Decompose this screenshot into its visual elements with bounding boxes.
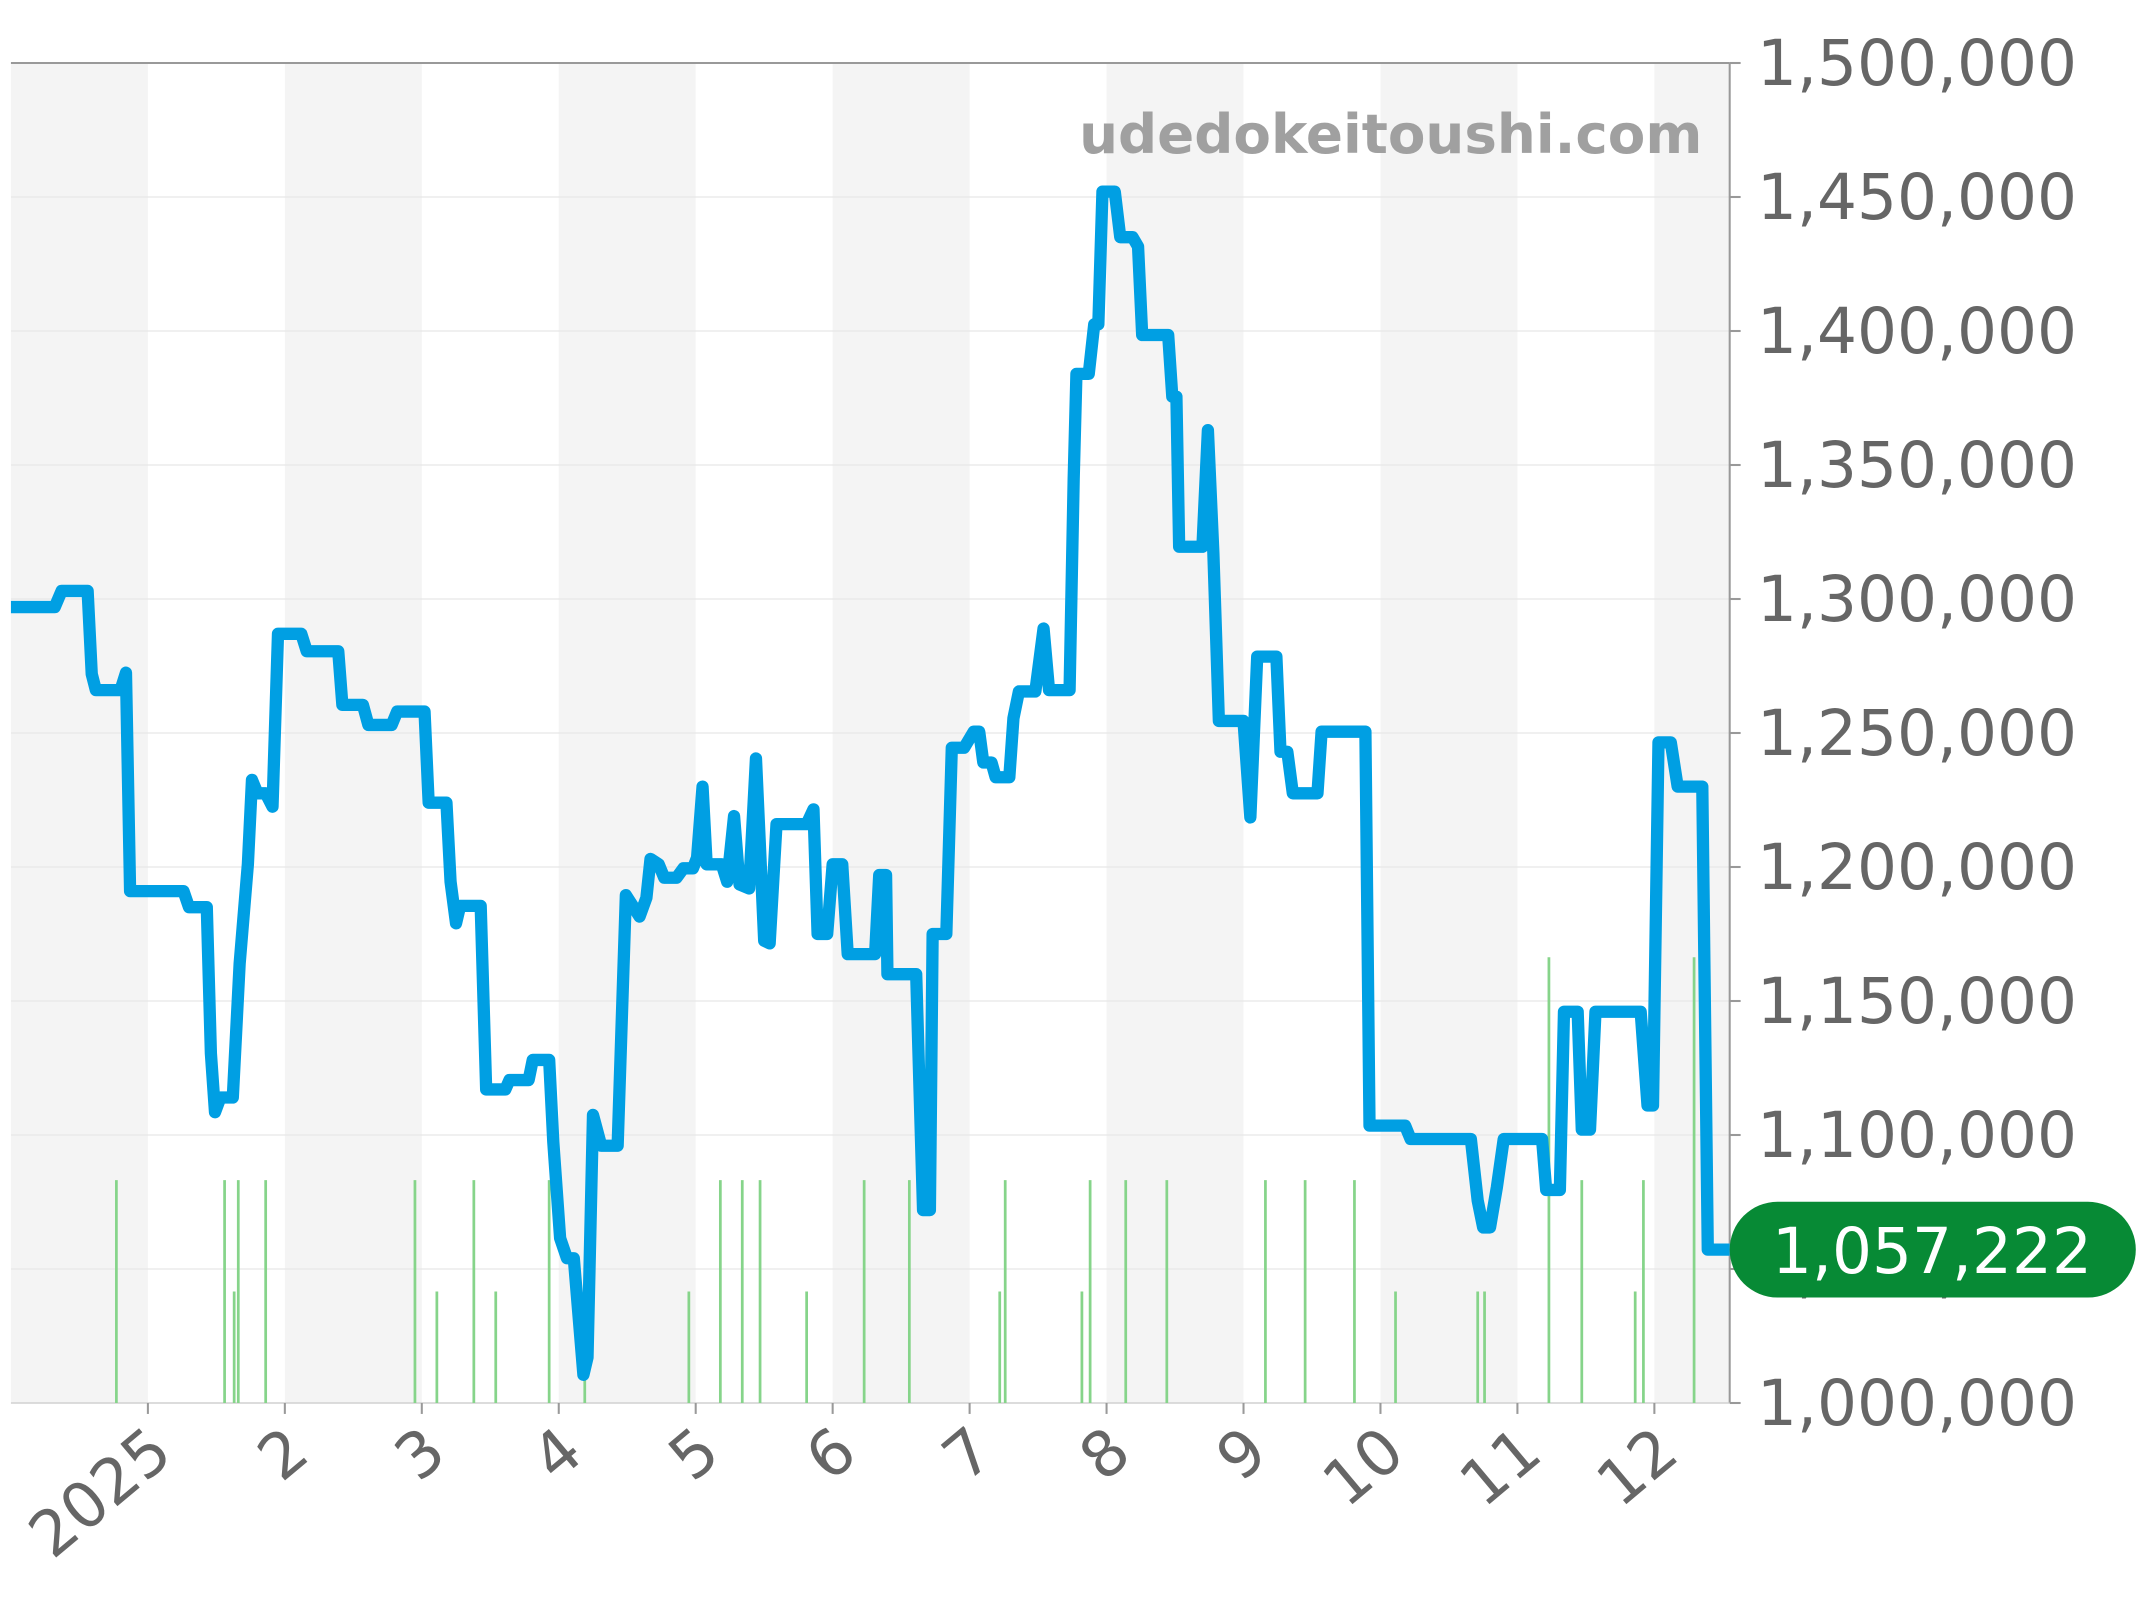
x-tick-label: 12: [1583, 1413, 1691, 1520]
x-tick-label: 11: [1446, 1413, 1554, 1520]
y-tick-label: 1,150,000: [1757, 965, 2077, 1038]
x-tick-label: 4: [518, 1413, 596, 1495]
y-tick-label: 1,400,000: [1757, 295, 2077, 368]
latest-label: 1,057,222: [1772, 1215, 2092, 1288]
y-tick-label: 1,350,000: [1757, 429, 2077, 502]
y-tick-label: 1,250,000: [1757, 697, 2077, 770]
latest-badge: [1729, 1201, 2136, 1298]
watermark: udedokeitoushi.com: [1079, 102, 1702, 166]
x-tick-label: 5: [655, 1413, 733, 1495]
x-tick-label: 10: [1309, 1413, 1417, 1520]
x-tick-label: 2: [244, 1413, 322, 1495]
y-tick-label: 1,200,000: [1757, 831, 2077, 904]
y-tick-label: 1,500,000: [1757, 27, 2077, 100]
x-tick-label: 7: [929, 1413, 1007, 1495]
x-tick-label: 8: [1066, 1413, 1144, 1495]
x-tick-label: 2025: [15, 1413, 185, 1572]
x-tick-label: 3: [381, 1413, 459, 1495]
x-tick-label: 9: [1203, 1413, 1281, 1495]
y-tick-label: 1,000,000: [1757, 1367, 2077, 1440]
y-tick-label: 1,300,000: [1757, 563, 2077, 636]
x-tick-label: 6: [792, 1413, 870, 1495]
price-line: [10, 185, 1730, 1382]
y-tick-label: 1,450,000: [1757, 161, 2077, 234]
y-tick-label: 1,100,000: [1757, 1099, 2077, 1172]
